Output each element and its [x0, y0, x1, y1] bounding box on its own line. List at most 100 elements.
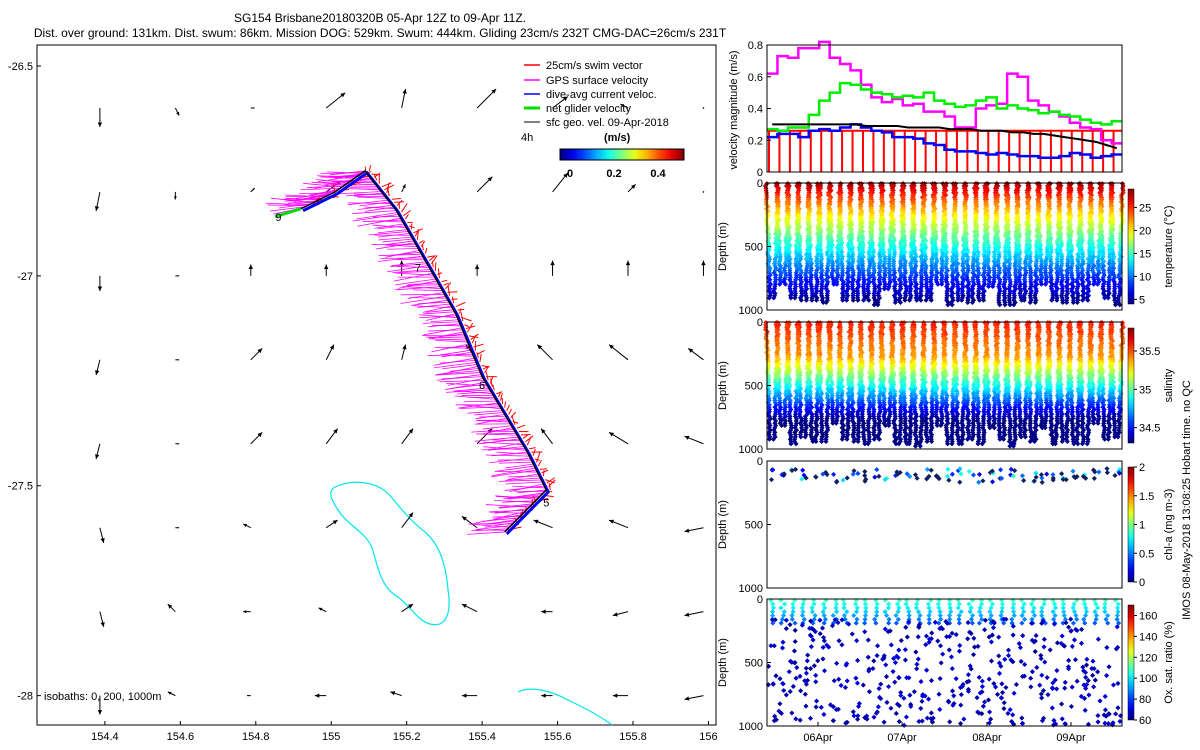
gps-velocity-vector	[494, 465, 535, 472]
geo-vector-head	[95, 370, 100, 376]
gps-velocity-vector	[359, 201, 390, 207]
gps-velocity-vector	[498, 503, 533, 508]
swim-vector	[396, 199, 403, 206]
geo-vector-head	[684, 612, 690, 617]
geo-vector-head	[402, 344, 407, 350]
gps-velocity-vector	[458, 402, 499, 409]
gps-velocity-vector	[422, 321, 460, 324]
geo-vector-head	[461, 516, 467, 521]
geo-vector-head	[402, 184, 406, 189]
colorbar-title: (m/s)	[604, 132, 631, 144]
swim-vector	[479, 353, 482, 362]
geo-vector-head	[620, 104, 625, 108]
gps-velocity-vector	[499, 505, 531, 509]
gps-velocity-vector	[488, 432, 517, 435]
gps-velocity-vector	[315, 179, 350, 183]
swim-vector	[400, 203, 408, 213]
colorbar-tick-label: 15	[1139, 248, 1151, 260]
geo-velocity-vectors	[94, 88, 706, 715]
gps-velocity-vector	[449, 368, 479, 372]
gps-velocity-vector	[423, 327, 462, 336]
velocity-y-tick-label: 0.2	[748, 135, 763, 147]
swim-vector	[476, 349, 485, 355]
gps-velocity-vector	[496, 451, 529, 455]
gps-velocity-vector	[425, 313, 456, 321]
swim-vector	[455, 301, 466, 307]
isobaths	[330, 481, 613, 726]
gps-velocity-vector	[357, 196, 388, 199]
depth-ylabel: Depth (m)	[717, 222, 729, 271]
gps-velocity-vector	[423, 311, 455, 315]
map-colorbar	[559, 148, 685, 161]
gps-velocity-vector	[478, 438, 520, 445]
gps-velocity-vector	[378, 229, 408, 234]
gps-velocity-vector	[320, 176, 355, 179]
velocity-y-tick-label: 0.4	[748, 104, 763, 116]
gps-velocity-vector	[378, 236, 412, 241]
gps-velocity-vector	[386, 265, 429, 273]
colorbar-tick-label: 10	[1139, 271, 1151, 283]
gps-velocity-vector	[435, 339, 468, 343]
gps-velocity-vector	[505, 481, 543, 485]
legend-swim-label: 25cm/s swim vector	[546, 60, 643, 72]
geo-vector-head	[408, 604, 414, 609]
gps-velocity-vector	[392, 268, 431, 274]
gps-velocity-vector	[306, 185, 344, 189]
legend-gps-label: GPS surface velocity	[546, 75, 649, 87]
gps-velocity-vector	[476, 514, 522, 524]
gps-velocity-vector	[398, 270, 432, 273]
gps-velocity-vector	[429, 333, 465, 339]
geo-vector-head	[684, 696, 690, 701]
gps-velocity-vector	[294, 190, 337, 200]
gps-velocity-vector	[378, 255, 423, 262]
dive-avg-track	[302, 170, 551, 535]
geo-vector-head	[100, 538, 105, 543]
geo-vector-head	[541, 693, 546, 698]
gps-velocity-vector	[486, 519, 518, 525]
geo-vector-head	[167, 691, 172, 695]
gps-velocity-vector	[396, 266, 430, 268]
gps-velocity-vector	[393, 272, 433, 282]
swim-vector	[536, 452, 541, 463]
gps-velocity-vector	[387, 248, 419, 250]
swim-vector	[539, 468, 548, 470]
swim-vector	[524, 435, 534, 443]
gps-velocity-vector	[479, 415, 506, 418]
geo-vector-head	[333, 428, 338, 434]
gps-velocity-vector	[446, 382, 488, 387]
geo-vector-head	[97, 710, 103, 715]
velocity-ylabel: velocity magnitude (m/s)	[728, 50, 740, 169]
geo-vector-head	[324, 264, 329, 269]
geo-vector-head	[177, 275, 180, 277]
gps-velocity-vector	[318, 180, 352, 184]
geo-vector-head	[533, 519, 539, 524]
gps-velocity-vector	[382, 238, 413, 243]
gps-velocity-vector	[385, 244, 418, 248]
swim-vector	[447, 285, 451, 296]
gps-velocity-vector	[373, 215, 400, 218]
gps-velocity-vector	[422, 305, 452, 313]
swim-vector	[437, 268, 440, 279]
geo-vector-head	[97, 122, 103, 127]
profile-point	[777, 281, 783, 287]
gps-velocity-vector	[474, 436, 519, 442]
gps-velocity-vector	[425, 309, 454, 313]
gps-velocity-vector	[347, 202, 392, 204]
swim-vector	[404, 214, 409, 220]
gps-velocity-vector	[434, 372, 481, 376]
swim-vector	[441, 279, 448, 283]
geo-vector-head	[253, 107, 255, 109]
gps-velocity-vector	[504, 477, 541, 481]
gps-velocity-vector	[337, 191, 382, 195]
geo-vector-head	[332, 520, 338, 525]
gps-velocity-vector	[285, 197, 320, 201]
gps-velocity-vector	[389, 263, 428, 268]
gps-velocity-vector	[308, 189, 339, 196]
swim-vector	[548, 479, 556, 487]
gps-velocity-vector	[517, 489, 547, 494]
gps-velocity-vector	[459, 406, 501, 409]
geo-vector-head	[390, 691, 396, 696]
gps-velocity-vector	[348, 188, 381, 191]
